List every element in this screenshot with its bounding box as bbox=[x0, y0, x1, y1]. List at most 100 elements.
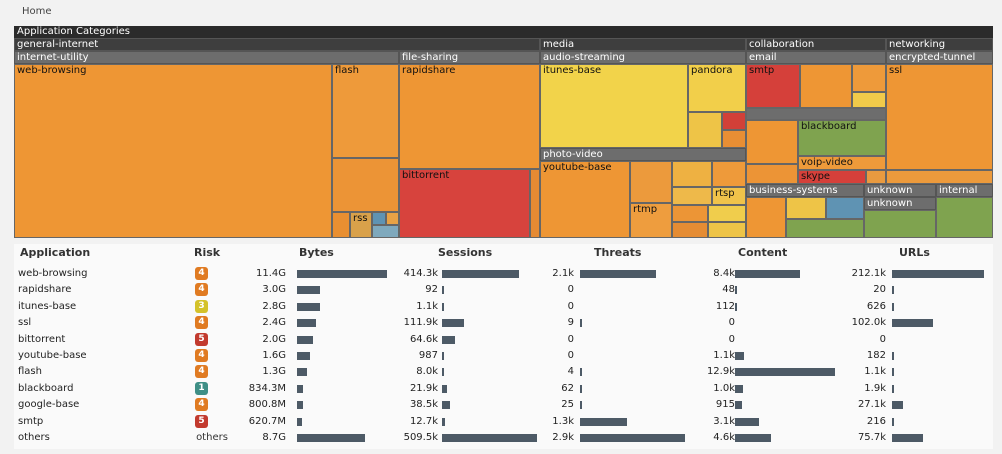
tile-collab-other-1[interactable] bbox=[746, 120, 798, 164]
category-general-internet[interactable]: general-internet bbox=[14, 38, 540, 51]
app-name[interactable]: flash bbox=[18, 366, 42, 378]
tile-photo-other-7[interactable] bbox=[672, 222, 708, 238]
tile-small-5[interactable] bbox=[530, 169, 540, 238]
tile-photo-other-1[interactable] bbox=[630, 161, 672, 203]
tile-youtube-base[interactable]: youtube-base bbox=[540, 161, 630, 238]
app-name[interactable]: blackboard bbox=[18, 382, 74, 394]
tile-internal-body[interactable] bbox=[936, 197, 993, 238]
tile-photo-other-4[interactable] bbox=[672, 187, 712, 205]
subcategory-audio-streaming[interactable]: audio-streaming bbox=[540, 51, 746, 64]
tile-ssl[interactable]: ssl bbox=[886, 64, 993, 170]
tile-business-4[interactable] bbox=[786, 219, 864, 238]
tile-small-3[interactable] bbox=[386, 212, 399, 225]
app-name[interactable]: itunes-base bbox=[18, 300, 77, 312]
threats-bar bbox=[580, 319, 582, 328]
tile-photo-other-5[interactable] bbox=[672, 205, 708, 222]
tile-audio-other-2[interactable] bbox=[722, 112, 746, 130]
tile-photo-other-2[interactable] bbox=[672, 161, 712, 187]
category-collaboration[interactable]: collaboration bbox=[746, 38, 886, 51]
tile-rss[interactable]: rss bbox=[350, 212, 372, 238]
sessions-value: 38.5k bbox=[409, 399, 438, 411]
header-urls[interactable]: URLs bbox=[899, 246, 930, 259]
table-row[interactable]: bittorrent 5 2.0G 64.6k 0 0 0 bbox=[14, 332, 993, 348]
table-row[interactable]: itunes-base 3 2.8G 1.1k 0 112 626 bbox=[14, 299, 993, 315]
risk-badge: 5 bbox=[195, 414, 208, 428]
tile-photo-other-8[interactable] bbox=[708, 222, 746, 238]
category-networking[interactable]: networking bbox=[886, 38, 993, 51]
tile-internet-utility-other[interactable] bbox=[332, 158, 399, 212]
tile-audio-other-3[interactable] bbox=[722, 130, 746, 148]
tile-voip-video[interactable]: voip-video bbox=[798, 156, 886, 170]
table-row[interactable]: others others 8.7G 509.5k 2.9k 4.6k 75.7k bbox=[14, 430, 993, 446]
subcategory-encrypted-tunnel[interactable]: encrypted-tunnel bbox=[886, 51, 993, 64]
tile-audio-other-1[interactable] bbox=[688, 112, 722, 148]
app-name[interactable]: bittorrent bbox=[18, 333, 66, 345]
app-name[interactable]: youtube-base bbox=[18, 350, 87, 361]
table-row[interactable]: smtp 5 620.7M 12.7k 1.3k 3.1k 216 bbox=[14, 414, 993, 430]
category-media[interactable]: media bbox=[540, 38, 746, 51]
tile-business-1[interactable] bbox=[746, 197, 786, 238]
tile-small-1[interactable] bbox=[332, 212, 350, 238]
header-content[interactable]: Content bbox=[738, 246, 788, 259]
threats-value: 0 bbox=[567, 284, 574, 296]
table-row[interactable]: blackboard 1 834.3M 21.9k 62 1.0k 1.9k bbox=[14, 381, 993, 397]
table-row[interactable]: flash 4 1.3G 8.0k 4 12.9k 1.1k bbox=[14, 364, 993, 380]
breadcrumb[interactable]: Home bbox=[22, 6, 52, 17]
tile-bittorrent[interactable]: bittorrent bbox=[399, 169, 530, 238]
content-value: 0 bbox=[728, 317, 735, 329]
header-bytes[interactable]: Bytes bbox=[299, 246, 334, 259]
table-row[interactable]: ssl 4 2.4G 111.9k 9 0 102.0k bbox=[14, 315, 993, 331]
app-name[interactable]: others bbox=[18, 432, 50, 443]
tile-internal[interactable]: internal bbox=[936, 184, 993, 197]
tile-email-other-3[interactable] bbox=[852, 92, 886, 108]
bytes-value: 1.3G bbox=[262, 366, 286, 378]
tile-rtmp[interactable]: rtmp bbox=[630, 203, 672, 238]
header-application[interactable]: Application bbox=[20, 246, 91, 259]
tile-flash[interactable]: flash bbox=[332, 64, 399, 158]
subcategory-internet-utility[interactable]: internet-utility bbox=[14, 51, 399, 64]
application-treemap[interactable]: general-internet media collaboration net… bbox=[14, 38, 993, 238]
table-row[interactable]: youtube-base 4 1.6G 987 0 1.1k 182 bbox=[14, 348, 993, 364]
tile-rapidshare[interactable]: rapidshare bbox=[399, 64, 540, 169]
tile-smtp[interactable]: smtp bbox=[746, 64, 800, 108]
app-name[interactable]: smtp bbox=[18, 415, 44, 427]
tile-rtsp[interactable]: rtsp bbox=[712, 187, 746, 205]
subcategory-email[interactable]: email bbox=[746, 51, 886, 64]
tile-collab-other-2[interactable] bbox=[746, 164, 798, 184]
app-name[interactable]: ssl bbox=[18, 317, 32, 329]
tile-blackboard[interactable]: blackboard bbox=[798, 120, 886, 156]
risk-badge: 4 bbox=[195, 316, 208, 330]
sessions-value: 64.6k bbox=[409, 333, 438, 345]
table-row[interactable]: web-browsing 4 11.4G 414.3k 2.1k 8.4k 212.1k bbox=[14, 266, 993, 282]
tile-business-2[interactable] bbox=[786, 197, 826, 219]
sessions-value: 414.3k bbox=[403, 268, 438, 279]
tile-business-3[interactable] bbox=[826, 197, 864, 219]
tile-photo-other-6[interactable] bbox=[708, 205, 746, 222]
tile-unknown-body[interactable] bbox=[864, 210, 936, 238]
tile-email-other-2[interactable] bbox=[852, 64, 886, 92]
table-row[interactable]: google-base 4 800.8M 38.5k 25 915 27.1k bbox=[14, 397, 993, 413]
subcategory-business-systems[interactable]: business-systems bbox=[746, 184, 864, 197]
tile-small-2[interactable] bbox=[372, 212, 386, 225]
table-row[interactable]: rapidshare 4 3.0G 92 0 48 20 bbox=[14, 282, 993, 298]
tile-email-other-1[interactable] bbox=[800, 64, 852, 108]
tile-itunes-base[interactable]: itunes-base bbox=[540, 64, 688, 148]
tile-small-4[interactable] bbox=[372, 225, 399, 238]
header-sessions[interactable]: Sessions bbox=[438, 246, 493, 259]
header-risk[interactable]: Risk bbox=[194, 246, 221, 259]
header-threats[interactable]: Threats bbox=[594, 246, 642, 259]
app-name[interactable]: rapidshare bbox=[18, 284, 72, 296]
tile-unknown[interactable]: unknown bbox=[864, 197, 936, 210]
app-name[interactable]: google-base bbox=[18, 399, 80, 411]
tile-network-other[interactable] bbox=[886, 170, 993, 184]
content-value: 915 bbox=[715, 399, 735, 411]
tile-photo-other-3[interactable] bbox=[712, 161, 746, 187]
subcategory-unknown[interactable]: unknown bbox=[864, 184, 936, 197]
tile-web-browsing[interactable]: web-browsing bbox=[14, 64, 332, 238]
subcategory-photo-video[interactable]: photo-video bbox=[540, 148, 746, 161]
tile-pandora[interactable]: pandora bbox=[688, 64, 746, 112]
subcategory-file-sharing[interactable]: file-sharing bbox=[399, 51, 540, 64]
app-name[interactable]: web-browsing bbox=[18, 268, 88, 279]
tile-skype[interactable]: skype bbox=[798, 170, 866, 184]
tile-voip-other[interactable] bbox=[866, 170, 886, 184]
